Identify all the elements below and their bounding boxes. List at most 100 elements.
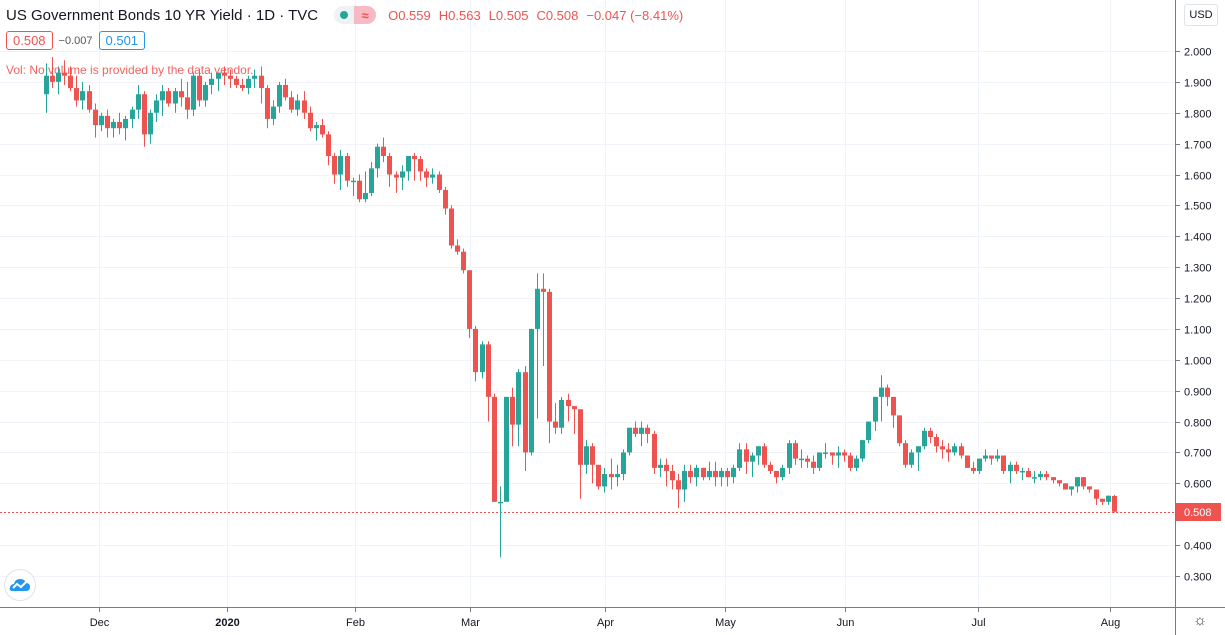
candle <box>652 433 657 468</box>
candle <box>314 125 319 129</box>
candle <box>891 396 896 416</box>
price-axis-label: 0.600 <box>1184 479 1212 491</box>
volume-message: Vol: No volume is provided by the data v… <box>6 63 254 77</box>
candle <box>541 288 546 292</box>
time-axis-label: Jun <box>837 617 855 629</box>
candle <box>946 449 951 453</box>
candle <box>725 470 730 478</box>
candle <box>400 171 405 178</box>
symbol-title[interactable]: US Government Bonds 10 YR Yield · 1D · T… <box>6 6 319 24</box>
candle <box>658 464 663 468</box>
candle <box>117 122 122 129</box>
candle <box>645 427 650 434</box>
candle <box>707 470 712 478</box>
candle <box>639 427 644 434</box>
buy-price-button[interactable]: 0.501 <box>98 31 146 50</box>
candle <box>885 387 890 397</box>
candle <box>676 480 681 490</box>
price-axis-label: 1.800 <box>1184 109 1212 121</box>
time-axis[interactable]: Dec 2020 Feb Mar Apr May Jun Jul Aug <box>90 607 1121 629</box>
candle <box>535 288 540 329</box>
candle <box>694 467 699 478</box>
candle <box>823 452 828 454</box>
candle <box>523 372 528 453</box>
candle <box>596 464 601 487</box>
candle <box>553 421 558 428</box>
candle <box>486 344 491 397</box>
candle <box>670 470 675 481</box>
candle <box>369 168 374 194</box>
candle <box>62 72 67 76</box>
candle <box>418 159 423 172</box>
candle <box>166 91 171 104</box>
price-axis-label: 0.900 <box>1184 387 1212 399</box>
price-axis-label: 1.000 <box>1184 356 1212 368</box>
candle <box>805 458 810 462</box>
candle <box>271 106 276 119</box>
candle <box>467 270 472 329</box>
candle <box>277 84 282 107</box>
candle <box>615 474 620 478</box>
candle <box>731 467 736 478</box>
candle <box>394 174 399 178</box>
candle <box>965 455 970 468</box>
candle <box>197 75 202 101</box>
price-axis-label: 0.400 <box>1184 541 1212 553</box>
candle <box>283 84 288 98</box>
candle <box>44 75 49 95</box>
candle <box>222 72 227 76</box>
candle <box>750 455 755 462</box>
price-axis-label: 0.800 <box>1184 418 1212 430</box>
candle <box>768 464 773 471</box>
candle <box>916 446 921 453</box>
candle <box>265 88 270 119</box>
candle <box>793 443 798 459</box>
candle <box>1026 470 1031 478</box>
bid-ask-row: 0.508 −0.007 0.501 <box>6 31 146 50</box>
candle <box>897 415 902 444</box>
candle <box>602 474 607 487</box>
status-pill[interactable]: ≈ <box>334 6 377 24</box>
candle <box>688 470 693 478</box>
candle <box>105 115 110 129</box>
candle <box>621 452 626 475</box>
candle <box>228 75 233 79</box>
gear-icon[interactable]: ☼ <box>1193 612 1207 629</box>
candle <box>148 112 153 135</box>
candle <box>209 78 214 85</box>
candle <box>940 446 945 450</box>
candle <box>922 430 927 447</box>
candle <box>74 88 79 101</box>
candle <box>216 72 221 79</box>
candle <box>68 75 73 89</box>
currency-button[interactable]: USD <box>1184 4 1218 26</box>
candle <box>1081 477 1086 487</box>
candle <box>412 155 417 160</box>
candle <box>111 122 116 129</box>
time-axis-label: May <box>715 617 736 629</box>
delayed-data-icon: ≈ <box>354 6 377 24</box>
candle <box>909 452 914 465</box>
low-value: L0.505 <box>488 7 529 23</box>
price-axis-label: 1.200 <box>1184 294 1212 306</box>
candle <box>873 396 878 422</box>
price-axis[interactable]: 2.000 1.900 1.800 1.700 1.600 1.500 1.400 1.300… <box>1175 47 1212 584</box>
candle <box>780 467 785 478</box>
candle <box>836 452 841 456</box>
candle <box>572 406 577 410</box>
sell-price-button[interactable]: 0.508 <box>6 31 53 50</box>
candle <box>473 328 478 373</box>
candle <box>87 91 92 110</box>
chart-grid <box>0 0 1175 607</box>
price-axis-label: 2.000 <box>1184 47 1212 59</box>
candle <box>952 446 957 453</box>
candle <box>1106 495 1111 502</box>
candle <box>928 430 933 437</box>
candle <box>1014 464 1019 471</box>
candle <box>879 387 884 397</box>
candle <box>762 446 767 465</box>
candle <box>1112 495 1117 512</box>
tradingview-logo-icon[interactable] <box>4 569 36 601</box>
candle <box>529 328 534 453</box>
